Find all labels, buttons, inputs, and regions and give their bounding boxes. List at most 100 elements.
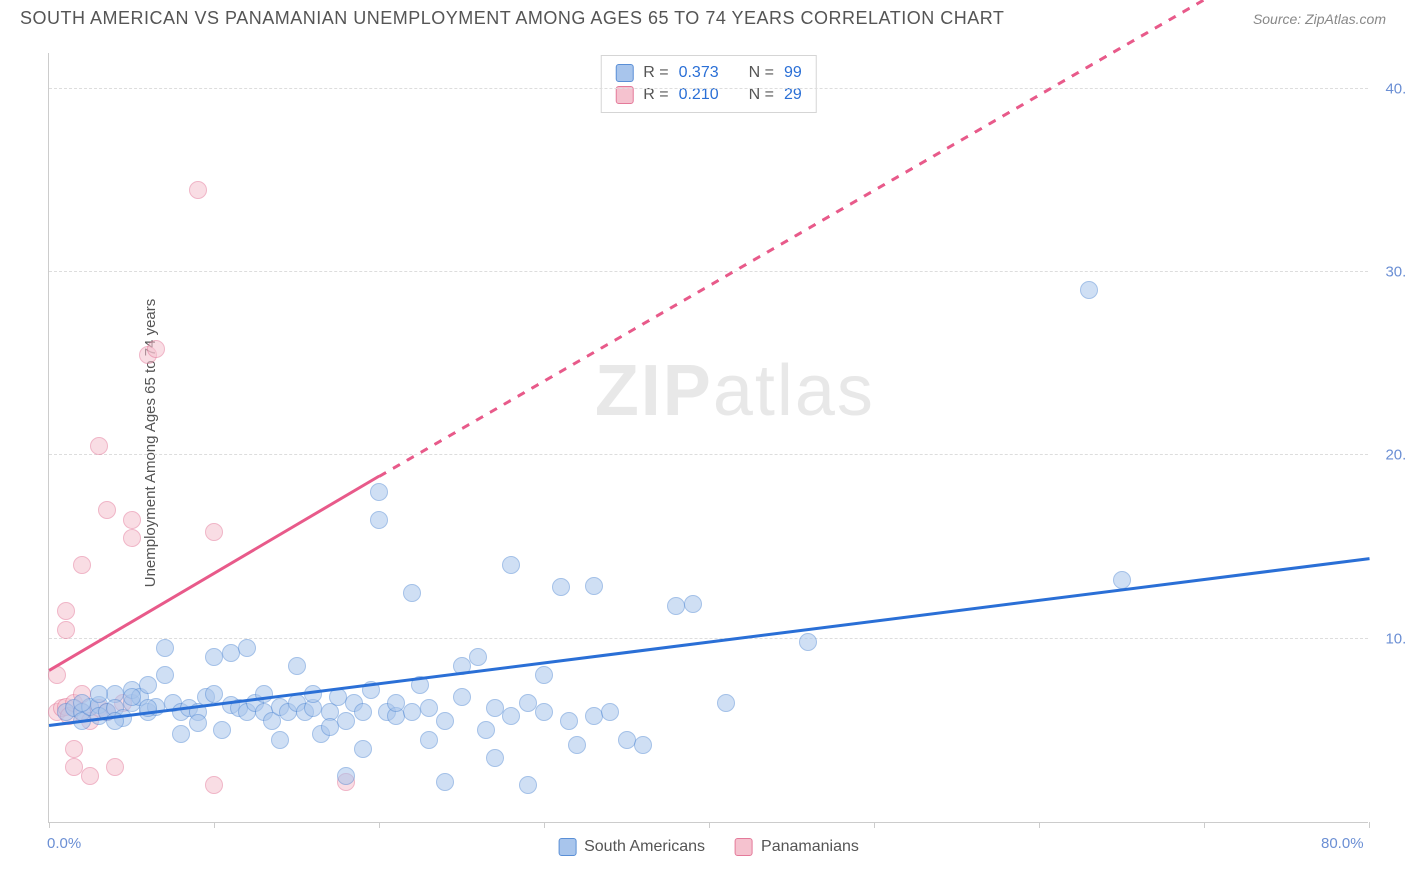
data-point (172, 725, 190, 743)
data-point (502, 707, 520, 725)
data-point (717, 694, 735, 712)
data-point (57, 621, 75, 639)
x-tick (379, 822, 380, 828)
data-point (139, 676, 157, 694)
data-point (601, 703, 619, 721)
data-point (684, 595, 702, 613)
y-tick-label: 40.0% (1385, 80, 1406, 97)
x-tick (1039, 822, 1040, 828)
data-point (57, 602, 75, 620)
data-point (519, 776, 537, 794)
data-point (123, 511, 141, 529)
data-point (403, 584, 421, 602)
data-point (321, 718, 339, 736)
series-legend: South Americans Panamanians (558, 838, 859, 856)
chart-area: Unemployment Among Ages 65 to 74 years Z… (0, 33, 1406, 853)
y-tick-label: 10.0% (1385, 630, 1406, 647)
data-point (420, 731, 438, 749)
data-point (560, 712, 578, 730)
data-point (147, 340, 165, 358)
data-point (213, 721, 231, 739)
swatch-blue (558, 838, 576, 856)
legend-item-blue: South Americans (558, 838, 705, 856)
data-point (65, 740, 83, 758)
x-tick (214, 822, 215, 828)
data-point (65, 758, 83, 776)
data-point (123, 529, 141, 547)
gridline-h (49, 88, 1368, 89)
data-point (288, 657, 306, 675)
swatch-pink (735, 838, 753, 856)
data-point (73, 556, 91, 574)
data-point (90, 685, 108, 703)
data-point (1113, 571, 1131, 589)
x-tick-label: 80.0% (1321, 835, 1364, 852)
data-point (477, 721, 495, 739)
x-tick (709, 822, 710, 828)
data-point (535, 666, 553, 684)
data-point (634, 736, 652, 754)
gridline-h (49, 271, 1368, 272)
data-point (486, 699, 504, 717)
data-point (436, 773, 454, 791)
data-point (81, 767, 99, 785)
x-tick (874, 822, 875, 828)
watermark: ZIPatlas (595, 350, 875, 432)
x-tick (1204, 822, 1205, 828)
data-point (222, 644, 240, 662)
data-point (205, 648, 223, 666)
data-point (799, 633, 817, 651)
data-point (123, 688, 141, 706)
data-point (354, 703, 372, 721)
source-attribution: Source: ZipAtlas.com (1253, 11, 1386, 27)
data-point (667, 597, 685, 615)
data-point (238, 639, 256, 657)
data-point (337, 767, 355, 785)
data-point (354, 740, 372, 758)
data-point (189, 181, 207, 199)
data-point (156, 666, 174, 684)
data-point (453, 688, 471, 706)
x-tick (49, 822, 50, 828)
data-point (420, 699, 438, 717)
data-point (469, 648, 487, 666)
data-point (370, 483, 388, 501)
data-point (535, 703, 553, 721)
data-point (502, 556, 520, 574)
trend-line (378, 0, 1369, 477)
data-point (205, 523, 223, 541)
x-tick (544, 822, 545, 828)
y-tick-label: 30.0% (1385, 264, 1406, 281)
x-tick-label: 0.0% (47, 835, 81, 852)
trend-line (48, 475, 379, 671)
data-point (90, 437, 108, 455)
data-point (337, 712, 355, 730)
plot-region: ZIPatlas R = 0.373 N = 99 R = 0.210 N = … (48, 53, 1368, 823)
x-tick (1369, 822, 1370, 828)
data-point (486, 749, 504, 767)
swatch-pink (615, 86, 633, 104)
data-point (271, 731, 289, 749)
data-point (73, 694, 91, 712)
gridline-h (49, 454, 1368, 455)
data-point (106, 758, 124, 776)
data-point (329, 688, 347, 706)
data-point (370, 511, 388, 529)
data-point (205, 776, 223, 794)
correlation-stats-box: R = 0.373 N = 99 R = 0.210 N = 29 (600, 55, 817, 113)
swatch-blue (615, 64, 633, 82)
data-point (618, 731, 636, 749)
data-point (156, 639, 174, 657)
data-point (205, 685, 223, 703)
data-point (387, 694, 405, 712)
data-point (552, 578, 570, 596)
data-point (189, 714, 207, 732)
stat-row-blue: R = 0.373 N = 99 (615, 62, 802, 84)
data-point (1080, 281, 1098, 299)
legend-item-pink: Panamanians (735, 838, 859, 856)
y-tick-label: 20.0% (1385, 447, 1406, 464)
data-point (519, 694, 537, 712)
chart-title: SOUTH AMERICAN VS PANAMANIAN UNEMPLOYMEN… (20, 8, 1004, 29)
data-point (98, 501, 116, 519)
data-point (403, 703, 421, 721)
